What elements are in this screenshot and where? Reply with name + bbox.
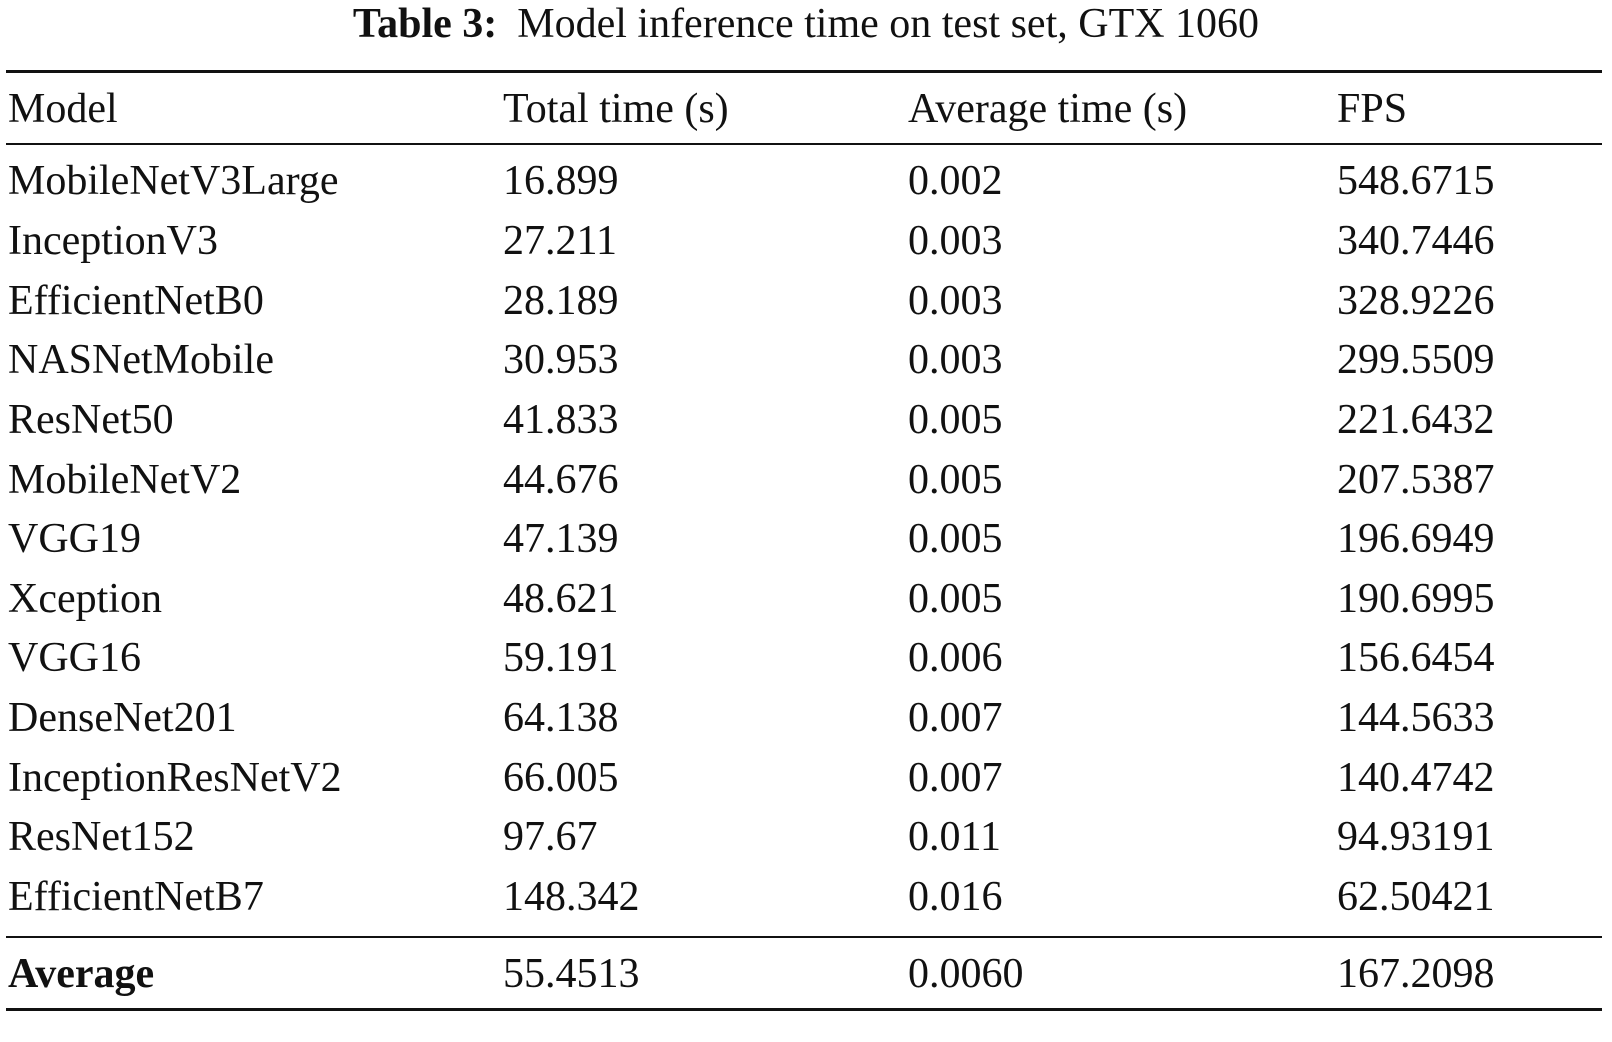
- model-name-cell: EfficientNetB7: [8, 874, 264, 920]
- model-name-cell: EfficientNetB0: [8, 278, 264, 324]
- model-name-cell: ResNet50: [8, 397, 174, 443]
- fps-cell: 221.6432: [1337, 397, 1495, 443]
- fps-cell: 156.6454: [1337, 635, 1495, 681]
- average-time-cell: 0.006: [908, 635, 1003, 681]
- total-time-cell: 30.953: [503, 337, 619, 383]
- table-row: VGG16 59.191 0.006 156.6454: [0, 628, 1612, 688]
- summary-label: Average: [8, 951, 155, 997]
- table-row: ResNet50 41.833 0.005 221.6432: [0, 390, 1612, 450]
- table-row: InceptionResNetV2 66.005 0.007 140.4742: [0, 748, 1612, 808]
- average-time-cell: 0.005: [908, 576, 1003, 622]
- table-bottom-rule: [6, 1008, 1602, 1011]
- table-row: VGG19 47.139 0.005 196.6949: [0, 509, 1612, 569]
- average-time-cell: 0.003: [908, 218, 1003, 264]
- fps-cell: 190.6995: [1337, 576, 1495, 622]
- table-caption: Table 3: Model inference time on test set…: [0, 2, 1612, 46]
- total-time-cell: 28.189: [503, 278, 619, 324]
- average-time-cell: 0.007: [908, 695, 1003, 741]
- table-header-rule: [6, 143, 1602, 145]
- table-top-rule: [6, 70, 1602, 73]
- average-time-cell: 0.003: [908, 337, 1003, 383]
- total-time-cell: 148.342: [503, 874, 640, 920]
- fps-cell: 140.4742: [1337, 755, 1495, 801]
- average-time-cell: 0.002: [908, 158, 1003, 204]
- model-name-cell: VGG19: [8, 516, 141, 562]
- total-time-cell: 59.191: [503, 635, 619, 681]
- fps-cell: 340.7446: [1337, 218, 1495, 264]
- average-time-cell: 0.007: [908, 755, 1003, 801]
- summary-fps: 167.2098: [1337, 951, 1495, 997]
- average-time-cell: 0.005: [908, 516, 1003, 562]
- model-name-cell: DenseNet201: [8, 695, 237, 741]
- fps-cell: 94.93191: [1337, 814, 1495, 860]
- table-row: Xception 48.621 0.005 190.6995: [0, 569, 1612, 629]
- fps-cell: 62.50421: [1337, 874, 1495, 920]
- model-name-cell: ResNet152: [8, 814, 195, 860]
- average-time-cell: 0.005: [908, 397, 1003, 443]
- total-time-cell: 44.676: [503, 457, 619, 503]
- fps-cell: 299.5509: [1337, 337, 1495, 383]
- column-header-model: Model: [8, 86, 118, 132]
- total-time-cell: 48.621: [503, 576, 619, 622]
- fps-cell: 196.6949: [1337, 516, 1495, 562]
- table-caption-label: Table 3:: [352, 1, 498, 47]
- table-header-row: Model Total time (s) Average time (s) FP…: [0, 79, 1612, 139]
- table-row: EfficientNetB7 148.342 0.016 62.50421: [0, 867, 1612, 927]
- average-time-cell: 0.003: [908, 278, 1003, 324]
- total-time-cell: 41.833: [503, 397, 619, 443]
- summary-average-time: 0.0060: [908, 951, 1024, 997]
- fps-cell: 328.9226: [1337, 278, 1495, 324]
- total-time-cell: 66.005: [503, 755, 619, 801]
- column-header-average-time: Average time (s): [908, 86, 1188, 132]
- summary-total-time: 55.4513: [503, 951, 640, 997]
- total-time-cell: 16.899: [503, 158, 619, 204]
- table-caption-text: Model inference time on test set, GTX 10…: [517, 1, 1260, 47]
- fps-cell: 548.6715: [1337, 158, 1495, 204]
- table-summary-rule: [6, 936, 1602, 938]
- model-name-cell: Xception: [8, 576, 162, 622]
- column-header-total-time: Total time (s): [503, 86, 729, 132]
- total-time-cell: 64.138: [503, 695, 619, 741]
- table-row: DenseNet201 64.138 0.007 144.5633: [0, 688, 1612, 748]
- model-name-cell: InceptionV3: [8, 218, 218, 264]
- column-header-fps: FPS: [1337, 86, 1408, 132]
- model-name-cell: MobileNetV2: [8, 457, 242, 503]
- model-name-cell: MobileNetV3Large: [8, 158, 339, 204]
- fps-cell: 207.5387: [1337, 457, 1495, 503]
- model-name-cell: InceptionResNetV2: [8, 755, 342, 801]
- average-time-cell: 0.016: [908, 874, 1003, 920]
- table-row: NASNetMobile 30.953 0.003 299.5509: [0, 330, 1612, 390]
- table-row: EfficientNetB0 28.189 0.003 328.9226: [0, 271, 1612, 331]
- table-row: ResNet152 97.67 0.011 94.93191: [0, 807, 1612, 867]
- table-row: MobileNetV3Large 16.899 0.002 548.6715: [0, 151, 1612, 211]
- total-time-cell: 47.139: [503, 516, 619, 562]
- fps-cell: 144.5633: [1337, 695, 1495, 741]
- average-time-cell: 0.005: [908, 457, 1003, 503]
- total-time-cell: 97.67: [503, 814, 598, 860]
- model-name-cell: VGG16: [8, 635, 141, 681]
- average-time-cell: 0.011: [908, 814, 1001, 860]
- model-name-cell: NASNetMobile: [8, 337, 274, 383]
- table-summary-row: Average 55.4513 0.0060 167.2098: [0, 944, 1612, 1004]
- table-row: MobileNetV2 44.676 0.005 207.5387: [0, 450, 1612, 510]
- table-row: InceptionV3 27.211 0.003 340.7446: [0, 211, 1612, 271]
- total-time-cell: 27.211: [503, 218, 617, 264]
